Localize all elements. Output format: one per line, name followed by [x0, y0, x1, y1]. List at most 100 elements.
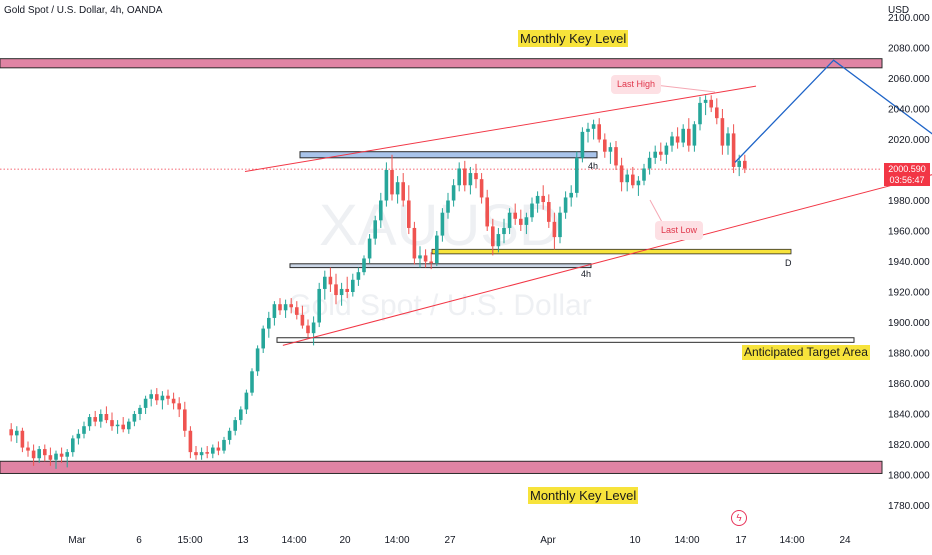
y-tick-label: 1920.000	[888, 288, 930, 299]
candle-body	[278, 304, 282, 311]
projection-path	[734, 59, 932, 163]
candle	[216, 441, 221, 456]
candle	[311, 316, 316, 346]
candle-body	[222, 439, 226, 451]
candle	[519, 209, 523, 231]
candle-body	[37, 449, 41, 459]
candle-body	[558, 212, 562, 238]
lightning-icon[interactable]: ϟ	[731, 510, 747, 526]
candle	[244, 389, 249, 414]
candle	[407, 185, 411, 235]
candle	[143, 395, 148, 414]
candle	[569, 185, 573, 207]
candle-body	[485, 197, 489, 227]
candle-body	[110, 420, 114, 427]
candle	[625, 170, 629, 192]
key-level-zone-2	[0, 460, 883, 474]
candle	[233, 417, 237, 436]
candle-body	[334, 284, 338, 296]
candle-body	[457, 168, 461, 186]
candle	[295, 301, 299, 320]
candle-body	[233, 420, 237, 431]
candle-body	[250, 371, 254, 393]
candle-body	[323, 276, 327, 289]
candle	[524, 212, 529, 235]
candle	[188, 426, 193, 459]
candle	[43, 444, 47, 462]
candle	[675, 127, 680, 149]
candle-body	[104, 414, 109, 421]
candle-body	[502, 227, 506, 235]
candle	[48, 447, 53, 466]
x-tick-label: 14:00	[281, 535, 306, 546]
candle-body	[20, 430, 25, 448]
candle-body	[418, 255, 422, 259]
candle	[317, 282, 321, 328]
candle-body	[642, 168, 646, 181]
candle-body	[446, 200, 450, 213]
candle	[720, 109, 725, 155]
currency-label: USD	[888, 5, 910, 16]
candle-body	[647, 157, 652, 169]
candle-body	[255, 348, 260, 372]
monthly-key-level-top-label[interactable]: Monthly Key Level	[518, 30, 629, 47]
candle	[468, 166, 473, 195]
candle-body	[451, 185, 456, 201]
candle-body	[99, 414, 103, 422]
last-high-callout[interactable]: Last High	[611, 75, 662, 94]
x-tick-label: 14:00	[779, 535, 804, 546]
candle-body	[479, 179, 484, 198]
candle	[715, 98, 719, 125]
anticipated-target-label[interactable]: Anticipated Target Area	[742, 345, 870, 360]
chart-title: Gold Spot / U.S. Dollar, 4h, OANDA	[4, 5, 163, 16]
y-tick-label: 2080.000	[888, 44, 930, 55]
last-low-callout[interactable]: Last Low	[655, 221, 704, 240]
candle	[373, 215, 377, 245]
candle	[26, 441, 30, 457]
candle-body	[43, 449, 47, 456]
candle-body	[306, 325, 310, 334]
support-box-4h	[289, 263, 592, 269]
y-tick-label: 2020.000	[888, 135, 930, 146]
candle	[530, 197, 534, 222]
candle-body	[115, 424, 120, 427]
candle	[631, 166, 635, 189]
candle-body	[687, 128, 691, 146]
daily-level-box	[431, 248, 792, 255]
x-tick-label: 14:00	[384, 535, 409, 546]
watermark-symbol: XAUUSD	[319, 193, 561, 258]
candle-body	[698, 102, 702, 125]
candle	[261, 325, 265, 353]
candle-body	[367, 238, 372, 259]
candle-body	[435, 235, 439, 264]
key-level-zone-1	[0, 58, 883, 69]
x-tick-label: Mar	[68, 535, 86, 546]
candle	[485, 189, 489, 231]
candle	[586, 122, 590, 143]
candle	[659, 142, 663, 161]
candle-body	[608, 147, 613, 152]
candle-body	[384, 170, 389, 201]
candle-body	[474, 173, 478, 180]
candle-body	[664, 145, 669, 155]
candle-body	[731, 133, 736, 167]
candle	[87, 414, 92, 431]
candle-body	[614, 147, 618, 166]
candle	[390, 154, 394, 201]
target-area-box	[276, 337, 855, 343]
candle-body	[670, 136, 674, 146]
candle-body	[138, 407, 142, 414]
candle-body	[317, 288, 321, 323]
candle-body	[463, 168, 467, 186]
candle	[211, 444, 215, 459]
candle-body	[205, 452, 209, 454]
daily-label: D	[785, 258, 792, 268]
x-tick-label: 17	[735, 535, 747, 546]
x-tick-label: 15:00	[177, 535, 202, 546]
candle	[451, 179, 456, 207]
candle	[115, 420, 120, 434]
x-tick-label: 24	[839, 535, 851, 546]
candle-body	[211, 447, 215, 454]
monthly-key-level-bottom-label[interactable]: Monthly Key Level	[528, 487, 639, 504]
